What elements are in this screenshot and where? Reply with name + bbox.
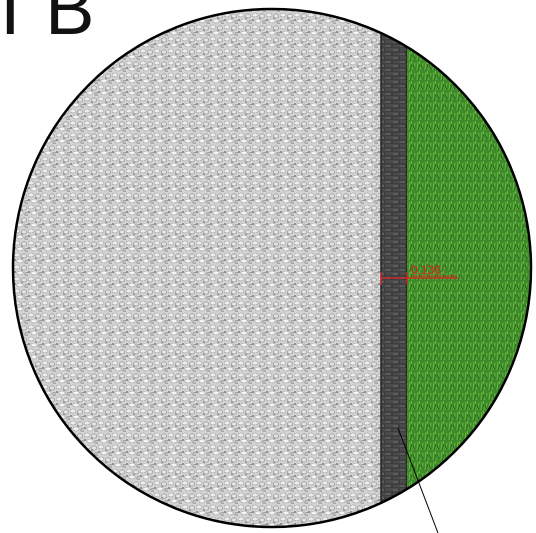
dimension-marker: 0.136 (380, 263, 458, 285)
gravel-area (13, 9, 381, 527)
detail-circle-outline (11, 7, 533, 529)
leader-line-icon (397, 427, 439, 533)
detail-title: I B (0, 0, 97, 50)
dimension-value: 0.136 (411, 263, 441, 277)
edging-strip (381, 9, 407, 527)
